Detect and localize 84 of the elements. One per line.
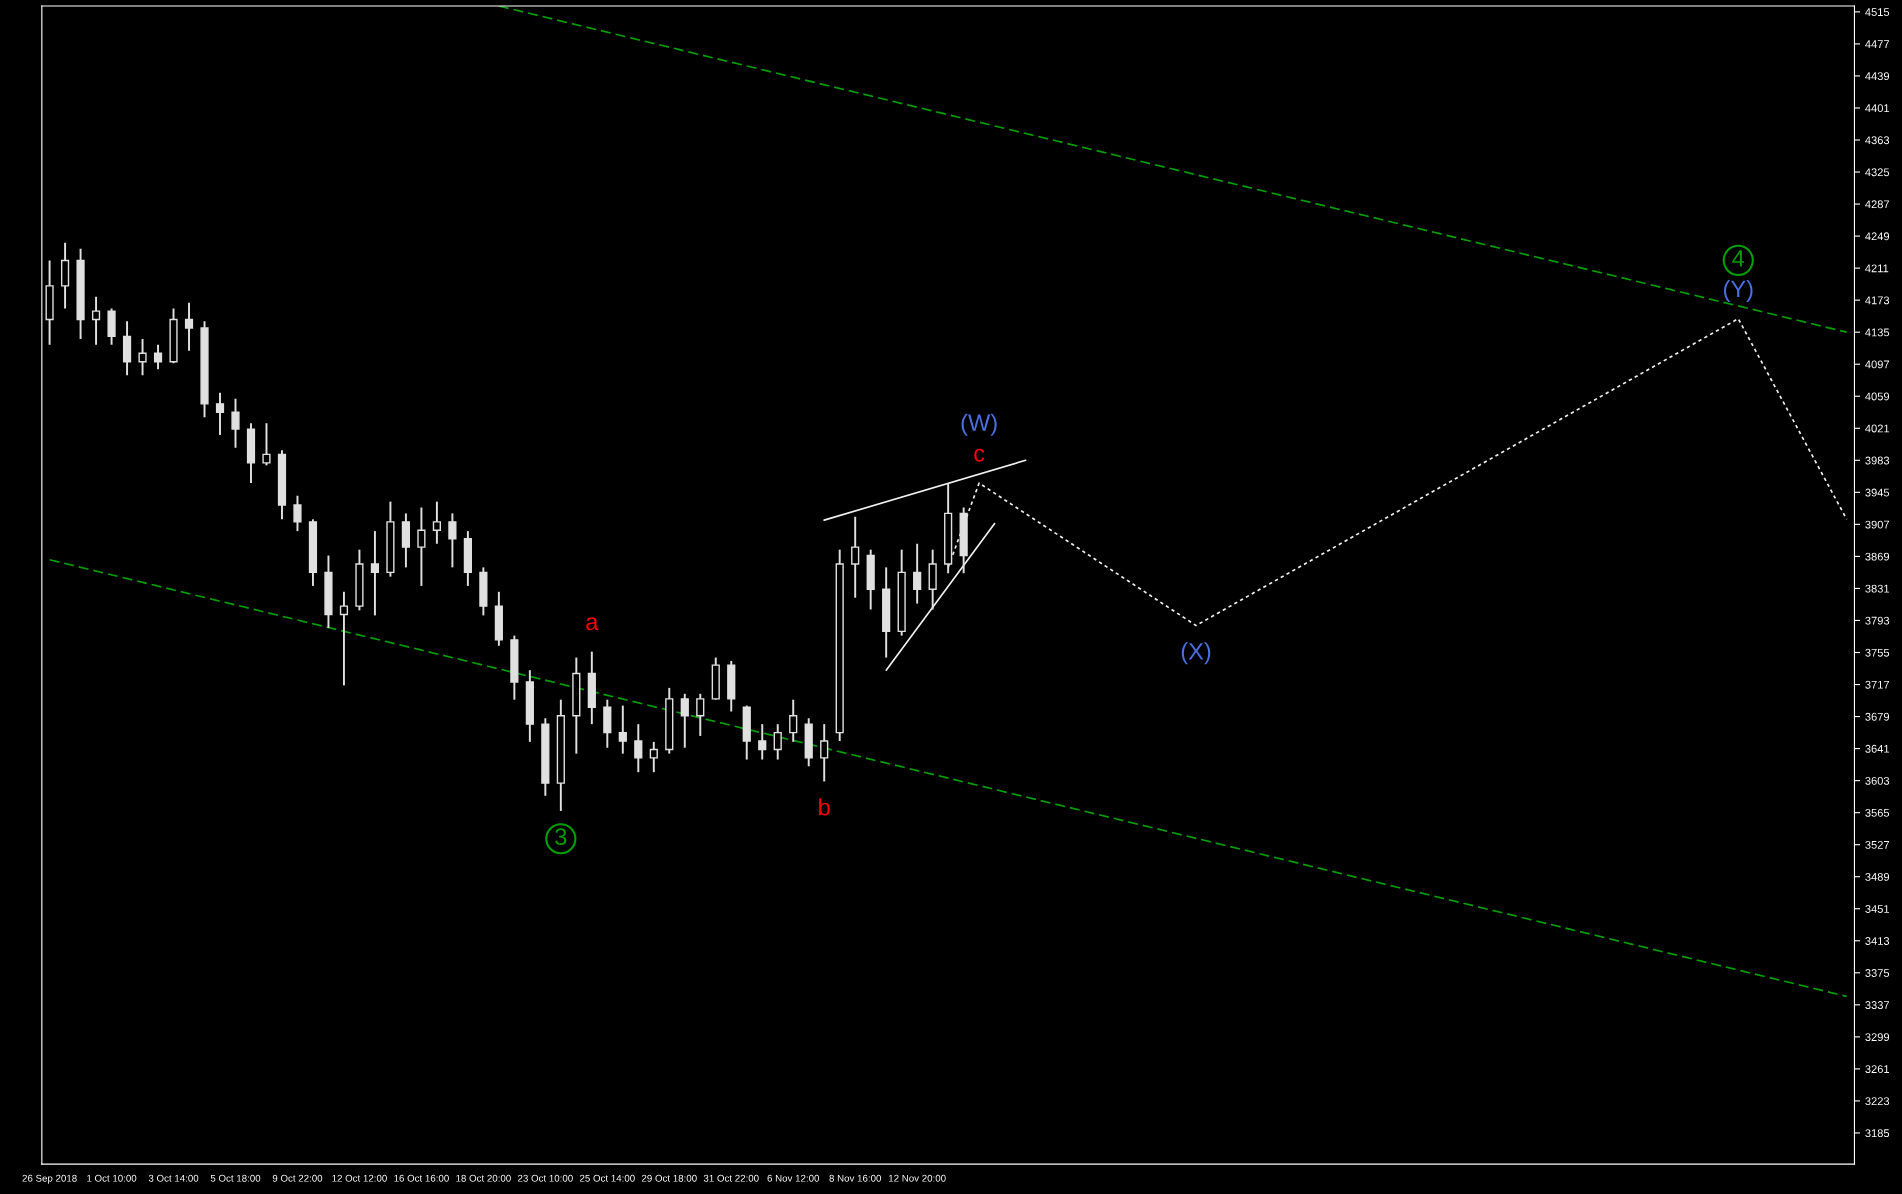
x-tick-label: 26 Sep 2018	[22, 1174, 77, 1184]
candlestick	[820, 723, 829, 783]
candlestick	[649, 740, 658, 774]
y-tick-label: 3869	[1865, 552, 1890, 561]
x-tick-label: 12 Nov 20:00	[888, 1174, 946, 1182]
x-tick-label: 29 Oct 18:00	[641, 1174, 697, 1182]
y-tick-label: 4097	[1865, 360, 1890, 369]
y-tick-label: 4059	[1865, 392, 1890, 401]
candlestick	[370, 530, 380, 617]
candlestick	[789, 698, 798, 743]
y-tick-label: 3527	[1865, 840, 1890, 849]
candlestick	[231, 397, 240, 449]
y-tick-label: 3451	[1865, 905, 1890, 913]
candlestick	[138, 337, 147, 377]
y-tick-label: 4211	[1865, 264, 1889, 273]
candlestick	[417, 506, 426, 587]
y-tick-label: 3261	[1865, 1065, 1890, 1074]
annotation: b	[819, 798, 830, 816]
y-tick-label: 3679	[1865, 712, 1890, 721]
annotation: 3	[555, 828, 567, 846]
y-tick-label: 3299	[1865, 1033, 1890, 1041]
y-tick-label: 4401	[1865, 104, 1890, 113]
y-tick-label: 3641	[1865, 744, 1890, 753]
y-tick-label: 3185	[1865, 1129, 1890, 1138]
y-tick-label: 3983	[1865, 456, 1890, 465]
y-tick-label: 4515	[1865, 8, 1890, 17]
y-tick-label: 3717	[1865, 680, 1890, 689]
annotation: 4	[1732, 250, 1745, 267]
y-tick-label: 4439	[1865, 72, 1890, 81]
candlestick	[153, 343, 163, 371]
annotation: c	[974, 448, 985, 462]
y-tick-label: 3223	[1865, 1097, 1890, 1106]
x-tick-label: 18 Oct 20:00	[456, 1174, 511, 1182]
candlestick	[913, 542, 922, 605]
y-tick-label: 3831	[1865, 584, 1890, 593]
x-tick-label: 25 Oct 14:00	[579, 1174, 635, 1182]
y-tick-label: 4363	[1865, 136, 1890, 145]
x-tick-label: 9 Oct 22:00	[272, 1174, 323, 1182]
y-tick-label: 3375	[1865, 969, 1890, 977]
y-tick-label: 3907	[1865, 520, 1890, 529]
y-tick-label: 4325	[1865, 168, 1890, 177]
x-tick-label: 3 Oct 14:00	[148, 1174, 199, 1182]
x-tick-label: 31 Oct 22:00	[703, 1174, 759, 1182]
candlestick	[184, 301, 194, 352]
x-tick-label: 5 Oct 18:00	[210, 1174, 261, 1182]
annotation: (X)	[1181, 642, 1211, 665]
candlestick	[215, 391, 225, 436]
candlestick	[618, 704, 627, 755]
candlestick	[696, 692, 705, 737]
candlestick	[758, 723, 767, 761]
line-series	[947, 317, 1848, 627]
x-tick-label: 16 Oct 16:00	[394, 1174, 449, 1182]
x-tick-label: 1 Oct 10:00	[87, 1174, 137, 1182]
y-tick-label: 4477	[1865, 40, 1890, 48]
candlestick	[448, 512, 457, 569]
y-tick-label: 3793	[1865, 616, 1890, 625]
x-tick-label: 12 Oct 12:00	[332, 1174, 387, 1182]
candlestick	[91, 295, 101, 346]
candlestick	[432, 500, 442, 545]
y-tick-label: 4249	[1865, 232, 1890, 241]
annotation: (Y)	[1723, 279, 1753, 302]
y-tick-label: 3337	[1865, 1001, 1890, 1009]
x-tick-label: 23 Oct 10:00	[518, 1174, 573, 1182]
candlestick	[339, 590, 349, 687]
annotation: (W)	[961, 413, 997, 436]
y-tick-label: 3413	[1865, 937, 1890, 945]
candlestick	[293, 494, 302, 533]
candlestick	[851, 515, 860, 599]
y-tick-label: 3603	[1865, 776, 1890, 785]
y-tick-label: 3945	[1865, 488, 1890, 497]
annotation: a	[586, 617, 599, 631]
x-tick-label: 8 Nov 16:00	[829, 1174, 882, 1182]
y-tick-label: 4135	[1865, 328, 1890, 337]
y-tick-label: 3489	[1865, 872, 1890, 881]
x-tick-label: 6 Nov 12:00	[767, 1174, 820, 1182]
candlestick	[773, 723, 782, 761]
candlestick	[262, 422, 271, 467]
candlestick	[680, 692, 689, 749]
candlestick	[634, 723, 643, 774]
y-tick-label: 3565	[1865, 808, 1890, 817]
y-tick-label: 4287	[1865, 200, 1890, 209]
y-tick-label: 4021	[1865, 424, 1890, 433]
y-tick-label: 4173	[1865, 296, 1890, 305]
y-tick-label: 3755	[1865, 648, 1890, 657]
